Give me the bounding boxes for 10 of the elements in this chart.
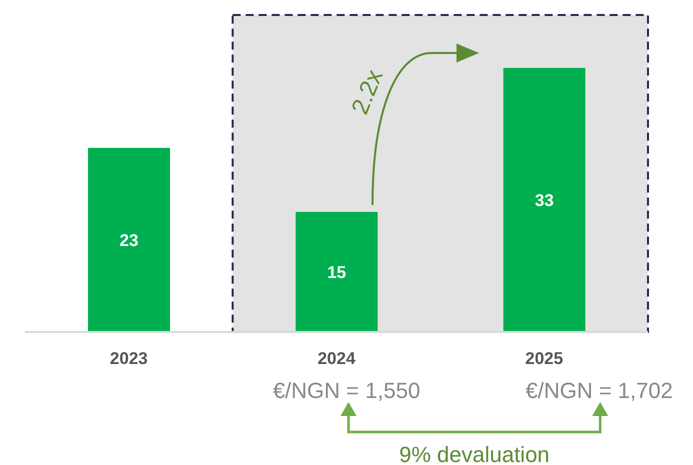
text: 9% devaluation	[399, 442, 550, 465]
data-label: 15	[327, 262, 346, 282]
data-label: 23	[120, 230, 138, 250]
x-tick-label: 2024	[318, 349, 356, 368]
text: €/NGN = 1,702	[525, 378, 673, 403]
text: €/NGN = 1,550	[272, 378, 420, 403]
x-tick-label: 2025	[525, 349, 564, 368]
annotation: 2.2x	[346, 66, 389, 118]
x-tick-label: 2023	[110, 349, 148, 368]
data-label: 33	[534, 190, 554, 210]
